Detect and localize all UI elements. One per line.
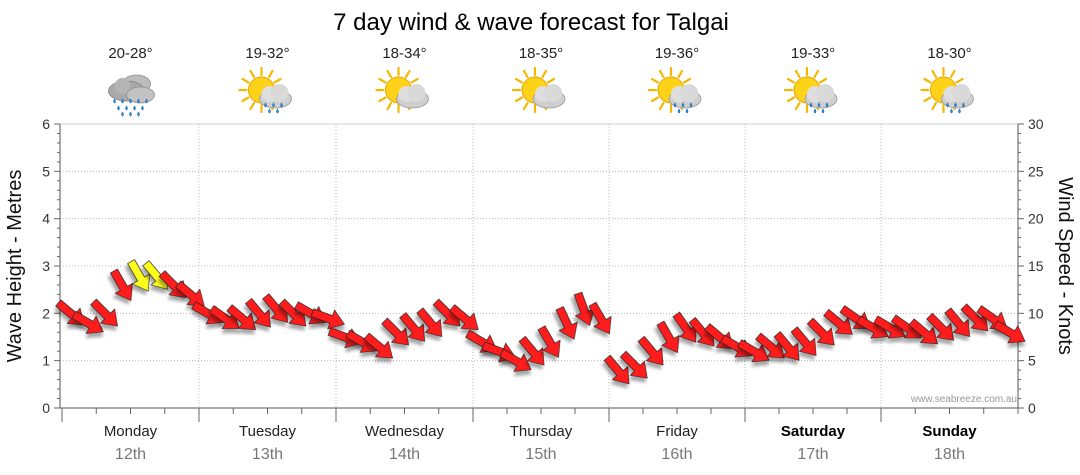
wind-arrow: [619, 350, 648, 379]
chart-title: 7 day wind & wave forecast for Talgai: [333, 9, 729, 36]
wind-arrow: [993, 320, 1026, 344]
temperature-range: 19-33°: [791, 45, 835, 62]
wind-arrow: [127, 259, 151, 292]
right-tick-label: 15: [1028, 258, 1044, 274]
day-date-label: 15th: [525, 446, 556, 463]
day-name-label: Wednesday: [365, 423, 444, 440]
wind-arrow: [363, 332, 394, 359]
sun-cloud-rain-icon: [238, 66, 292, 114]
wind-arrow: [278, 298, 307, 327]
left-tick-label: 0: [42, 400, 50, 416]
wind-arrow: [55, 299, 85, 326]
wind-arrow: [90, 298, 118, 327]
partly-cloudy-icon: [375, 66, 429, 114]
temperature-range: 18-34°: [382, 45, 426, 62]
wind-arrow: [672, 311, 697, 343]
wind-arrow: [416, 307, 443, 338]
right-axis-ticks: 0 5 10 15 20 25 30: [1028, 116, 1044, 416]
temperature-range: 18-35°: [519, 45, 563, 62]
wind-arrow: [873, 315, 906, 339]
right-tick-label: 10: [1028, 305, 1044, 321]
wind-arrow: [226, 304, 257, 331]
left-axis-title: Wave Height - Metres: [4, 170, 26, 363]
wind-arrow: [109, 268, 133, 302]
wind-arrow: [399, 312, 426, 342]
day-date-label: 13th: [252, 446, 283, 463]
wind-arrow: [637, 335, 664, 366]
wind-arrow: [537, 325, 561, 358]
wind-arrow: [588, 301, 612, 335]
sun-cloud-rain-icon: [783, 66, 838, 114]
temperature-range: 20-28°: [108, 45, 152, 62]
weather-icons: [108, 66, 974, 117]
grid: [54, 123, 1024, 422]
wind-arrow: [755, 332, 785, 359]
day-name-label: Monday: [104, 423, 158, 440]
day-name-label: Saturday: [781, 423, 846, 440]
right-tick-label: 20: [1028, 211, 1044, 227]
wind-arrow: [656, 320, 680, 354]
left-tick-label: 6: [42, 116, 50, 132]
wind-arrow: [310, 308, 345, 330]
temperature-labels: 20-28° 19-32° 18-34° 18-35° 19-36° 19-33° 18-3…: [108, 45, 971, 62]
wind-arrow: [555, 306, 578, 340]
wind-arrow: [926, 312, 955, 341]
rain-cloud-icon: [108, 74, 155, 117]
temperature-range: 18-30°: [927, 45, 971, 62]
right-tick-label: 5: [1028, 353, 1036, 369]
wind-arrow: [908, 318, 939, 345]
day-date-label: 14th: [389, 446, 420, 463]
day-date-label: 17th: [797, 446, 828, 463]
temperature-range: 19-32°: [245, 45, 289, 62]
left-tick-label: 2: [42, 305, 50, 321]
wind-arrow: [603, 354, 630, 385]
right-axis-title: Wind Speed - Knots: [1054, 177, 1076, 355]
wind-arrow: [518, 335, 545, 366]
day-name-label: Tuesday: [239, 423, 296, 440]
wind-arrow: [71, 310, 104, 334]
wind-arrows: [55, 259, 1026, 385]
sun-cloud-rain-icon: [647, 66, 702, 114]
day-date-label: 16th: [661, 446, 692, 463]
left-tick-label: 3: [42, 258, 50, 274]
day-date-label: 12th: [115, 446, 146, 463]
left-axis-ticks: 0 1 2 3 4 5 6: [42, 116, 50, 416]
wind-arrow: [381, 317, 410, 346]
wind-arrow: [449, 304, 479, 331]
day-name-label: Friday: [656, 423, 698, 440]
wind-arrow: [499, 348, 532, 372]
wind-arrow: [573, 291, 595, 327]
wind-arrow: [737, 339, 770, 363]
wind-arrow: [823, 308, 853, 335]
wind-arrow: [773, 331, 800, 361]
right-tick-label: 25: [1028, 163, 1044, 179]
sun-cloud-rain-icon: [920, 66, 974, 114]
left-tick-label: 4: [42, 211, 50, 227]
wind-arrow: [790, 326, 817, 356]
wind-arrow: [944, 307, 971, 338]
day-date-label: 18th: [934, 446, 965, 463]
wind-arrow: [960, 303, 989, 332]
left-tick-label: 5: [42, 163, 50, 179]
wind-arrow: [806, 317, 835, 346]
right-tick-label: 30: [1028, 116, 1044, 132]
wind-arrow: [245, 297, 271, 328]
right-tick-label: 0: [1028, 400, 1036, 416]
credit-text: www.seabreeze.com.au: [910, 394, 1017, 405]
temperature-range: 19-36°: [655, 45, 699, 62]
partly-cloudy-icon: [511, 66, 566, 114]
day-name-label: Sunday: [922, 423, 977, 440]
wind-arrow: [208, 305, 240, 329]
left-tick-label: 1: [42, 353, 50, 369]
plot-frame: [59, 123, 1019, 409]
day-name-label: Thursday: [510, 423, 573, 440]
day-labels: Monday 12th Tuesday 13th Wednesday 14th Thursd…: [104, 423, 977, 463]
